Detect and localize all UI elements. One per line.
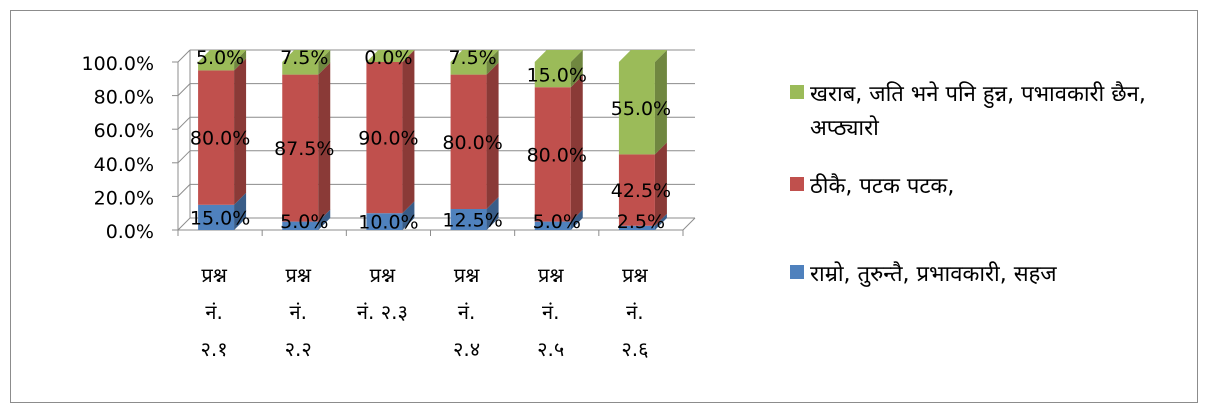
x-category-label: २.६ <box>621 337 648 361</box>
x-category-label: प्रश्न <box>370 263 396 287</box>
bar-top <box>450 50 499 62</box>
legend-item-thikai: ठीकै, पटक पटक, <box>790 170 1190 204</box>
legend-swatch-kharab <box>790 85 804 99</box>
bar-side <box>234 50 247 71</box>
legend-label-thikai: ठीकै, पटक पटक, <box>810 174 955 199</box>
data-label: 15.0% <box>190 207 250 229</box>
legend-swatch-ramro <box>790 265 804 279</box>
x-category-label: नं. <box>542 300 559 324</box>
y-tick-label: 20.0% <box>94 187 154 209</box>
gridline-depth <box>177 49 191 63</box>
x-category-label: २.१ <box>200 337 227 361</box>
bar-top <box>282 50 331 62</box>
y-tick-label: 80.0% <box>94 87 154 109</box>
bar-side <box>318 62 331 222</box>
bar-side <box>318 50 331 75</box>
bar-segment <box>618 154 655 226</box>
y-tick-label: 0.0% <box>106 221 154 243</box>
bar-segment <box>366 213 403 230</box>
data-label: 87.5% <box>274 138 334 160</box>
data-label: 42.5% <box>611 180 671 202</box>
x-category-label: प्रश्न <box>285 263 311 287</box>
data-label: 0.0% <box>364 47 412 69</box>
data-label: 7.5% <box>280 47 328 69</box>
bar-segment <box>450 74 487 209</box>
floor-edge <box>682 217 696 231</box>
bar-segment <box>534 221 571 230</box>
gridline-depth <box>177 116 191 130</box>
bar-segment <box>282 74 319 222</box>
bar-side <box>654 50 667 155</box>
y-tick-label: 100.0% <box>82 53 154 75</box>
data-label: 10.0% <box>358 212 418 234</box>
bar-side <box>234 58 247 205</box>
bar-segment <box>198 70 235 205</box>
x-category-label: २.२ <box>285 337 312 361</box>
legend-swatch-thikai <box>790 177 804 191</box>
bar-side <box>654 213 667 230</box>
legend-label-ramro: राम्रो, तुरुन्तै, प्रभावकारी, सहज <box>810 262 1057 287</box>
bar-side <box>402 201 415 230</box>
bar-side <box>570 209 583 230</box>
y-tick-label: 40.0% <box>94 154 154 176</box>
bar-side <box>654 142 667 226</box>
data-label: 5.0% <box>280 211 328 233</box>
x-category-label: प्रश्न <box>622 263 648 287</box>
data-label: 2.5% <box>617 211 665 233</box>
x-category-label: नं. <box>626 300 643 324</box>
x-category-label: २.५ <box>537 337 564 361</box>
data-label: 5.0% <box>196 47 244 69</box>
bar-top <box>198 50 247 62</box>
gridline-depth <box>177 217 191 231</box>
bar-segment <box>618 62 655 155</box>
x-category-label: प्रश्न <box>538 263 564 287</box>
bar-segment <box>282 221 319 230</box>
bar-top <box>534 50 583 62</box>
gridline-depth <box>177 184 191 197</box>
bar-segment <box>618 225 655 230</box>
data-label: 80.0% <box>190 128 250 150</box>
data-label: 15.0% <box>527 65 587 87</box>
y-tick-label: 60.0% <box>94 120 154 142</box>
gridline-depth <box>177 83 191 96</box>
bar-segment <box>534 62 571 88</box>
bar-segment <box>450 62 487 75</box>
x-category-label: २.४ <box>453 337 480 361</box>
bar-side <box>234 192 247 230</box>
bar-side <box>570 50 583 88</box>
data-label: 90.0% <box>358 128 418 150</box>
legend-item-ramro: राम्रो, तुरुन्तै, प्रभावकारी, सहज <box>790 258 1190 292</box>
data-label: 80.0% <box>442 132 502 154</box>
legend-label-kharab: खराब, जति भने पनि हुन्न, पभावकारी छैन, अ… <box>810 82 1146 141</box>
bar-segment <box>534 87 571 222</box>
bar-top <box>366 50 415 62</box>
bar-segment <box>366 62 403 214</box>
bar-segment <box>282 62 319 75</box>
bar-top <box>618 50 667 62</box>
bar-side <box>486 197 499 230</box>
gridline-depth <box>177 150 191 164</box>
bar-side <box>486 50 499 75</box>
x-category-label: नं. <box>290 300 307 324</box>
bar-side <box>402 50 415 214</box>
data-label: 5.0% <box>533 211 581 233</box>
bar-side <box>318 209 331 230</box>
bar-segment <box>450 209 487 230</box>
bar-segment <box>198 62 235 71</box>
data-label: 7.5% <box>448 47 496 69</box>
x-category-label: नं. <box>458 300 475 324</box>
data-label: 80.0% <box>527 144 587 166</box>
x-category-label: नं. २.३ <box>357 300 408 324</box>
x-category-label: प्रश्न <box>454 263 480 287</box>
bar-side <box>486 62 499 209</box>
data-label: 12.5% <box>442 210 502 232</box>
x-category-label: प्रश्न <box>201 263 227 287</box>
data-label: 55.0% <box>611 98 671 120</box>
bar-segment <box>198 204 235 230</box>
bar-side <box>570 75 583 222</box>
x-category-label: नं. <box>205 300 222 324</box>
legend-item-kharab: खराब, जति भने पनि हुन्न, पभावकारी छैन, अ… <box>790 78 1190 146</box>
